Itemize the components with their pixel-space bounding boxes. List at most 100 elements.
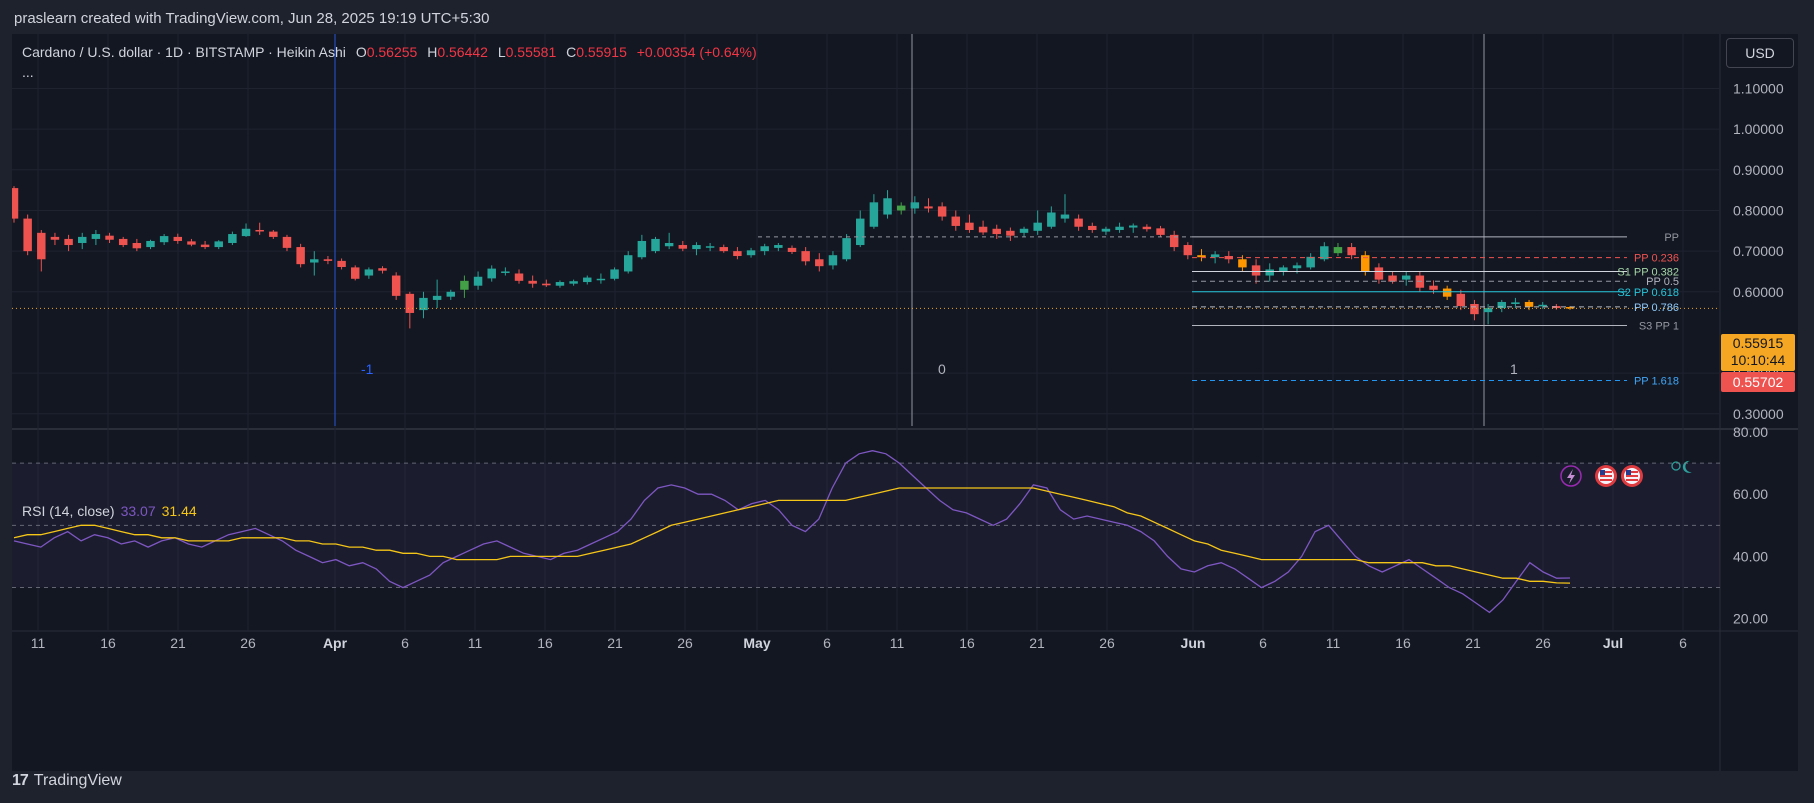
candle-body — [50, 236, 60, 240]
candle-body — [1306, 256, 1315, 268]
rsi-tick-label: 20.00 — [1733, 611, 1768, 627]
time-tick-label: 21 — [1465, 635, 1481, 651]
us-flag-icon-stripe — [1600, 475, 1612, 477]
candle-body — [460, 280, 469, 290]
candle-body — [296, 247, 305, 265]
candle-body — [132, 243, 142, 249]
candle-body — [910, 202, 920, 209]
candle-body — [569, 281, 578, 284]
candle-body — [1088, 225, 1097, 230]
price-tick-label: 0.60000 — [1733, 284, 1784, 300]
time-tick-label: 11 — [890, 635, 905, 651]
time-tick-label: 11 — [468, 635, 483, 651]
candle-body — [583, 277, 592, 283]
us-flag-icon-stripe — [1626, 479, 1638, 481]
candle-body — [1374, 267, 1384, 280]
time-tick-label: 6 — [401, 635, 409, 651]
price-tick-label: 0.70000 — [1733, 243, 1784, 259]
time-tick-label: 16 — [537, 635, 553, 651]
lightning-icon-ring — [1560, 465, 1582, 487]
candle-body — [1169, 234, 1179, 248]
candle-body — [1033, 222, 1042, 231]
footer-brand[interactable]: 17 TradingView — [12, 772, 122, 790]
rsi-title[interactable]: RSI (14, close) — [22, 503, 115, 519]
candle-body — [719, 247, 728, 252]
price-tick-label: 0.30000 — [1733, 406, 1784, 422]
candle-body — [228, 234, 237, 243]
candle-body — [787, 247, 797, 252]
time-tick-label: 21 — [1029, 635, 1045, 651]
chart-svg[interactable]: 1.10000 1.00000 0.90000 0.80000 0.70000 0.600… — [12, 34, 1798, 771]
rsi-tick-label: 80.00 — [1733, 424, 1768, 440]
candle-body — [760, 246, 769, 252]
lightning-icon-bolt — [1567, 469, 1575, 484]
candle-body — [187, 241, 196, 245]
open-label: O — [355, 44, 367, 60]
candle-body — [992, 228, 1001, 235]
time-tick-label: Jul — [1603, 635, 1623, 651]
time-tick-label: 26 — [677, 635, 693, 651]
candle-body — [173, 236, 183, 241]
symbol-title[interactable]: Cardano / U.S. dollar · 1D · BITSTAMP · … — [22, 44, 346, 60]
time-tick-label: Jun — [1181, 635, 1206, 651]
candle-body — [924, 206, 933, 209]
us-flag-icon-canton — [1626, 470, 1631, 475]
us-flag-icon-stripe — [1626, 471, 1638, 473]
time-tick-label: 16 — [100, 635, 116, 651]
candle-body — [869, 202, 879, 227]
time-tick-label: 26 — [1535, 635, 1551, 651]
candle-body — [405, 293, 415, 313]
candle-body — [1156, 228, 1165, 235]
candle-body — [1047, 212, 1056, 227]
time-tick-label: 21 — [607, 635, 623, 651]
close-label: C — [566, 44, 577, 60]
candle-body — [692, 245, 701, 250]
time-tick-label: 6 — [823, 635, 831, 651]
candle-body — [1142, 226, 1152, 230]
candle-body — [37, 232, 46, 260]
rsi-value: 33.07 — [120, 503, 156, 519]
candle-body — [951, 216, 961, 226]
candle-body — [323, 259, 333, 261]
candle-body — [432, 295, 442, 300]
pivot-label: PP 0.5 — [1646, 276, 1679, 288]
candle-body — [705, 246, 715, 248]
candle-body — [514, 273, 524, 281]
us-flag-icon-canton — [1600, 470, 1605, 475]
change-value: +0.00354 (+0.64%) — [636, 44, 757, 60]
candle-body — [1538, 304, 1547, 307]
time-tick-label: 16 — [1395, 635, 1411, 651]
candle-body — [282, 236, 292, 248]
candle-body — [1292, 265, 1302, 269]
candle-body — [651, 238, 660, 252]
low-value: 0.55581 — [505, 44, 557, 60]
candle-body — [214, 241, 223, 248]
candle-body — [1442, 288, 1452, 297]
candle-body — [391, 275, 401, 296]
currency-button[interactable]: USD — [1726, 38, 1794, 68]
candle-body — [1320, 246, 1329, 260]
candle-body — [1197, 255, 1206, 258]
candle-body — [23, 218, 32, 252]
candle-body — [1060, 214, 1070, 219]
candle-body — [528, 280, 537, 284]
candle-body — [842, 238, 851, 260]
candle-body — [1456, 293, 1466, 307]
candle-body — [542, 283, 551, 286]
candle-body — [337, 260, 346, 267]
chart-area[interactable]: 1.10000 1.00000 0.90000 0.80000 0.70000 0.600… — [12, 34, 1798, 771]
more-button[interactable]: ... — [22, 64, 34, 80]
candle-body — [1006, 230, 1015, 236]
last-price-value: 0.55915 — [1732, 335, 1784, 351]
us-flag-icon-stripe — [1600, 471, 1612, 473]
time-tick-label: Apr — [323, 635, 348, 651]
candle-body — [473, 276, 483, 286]
countdown-value: 10:10:44 — [1730, 352, 1786, 368]
candle-body — [1483, 308, 1493, 313]
high-value: 0.56442 — [437, 44, 488, 60]
candle-body — [1347, 247, 1356, 256]
lightning-icon — [1560, 465, 1582, 487]
candle-body — [1128, 225, 1138, 228]
candle-body — [159, 236, 169, 243]
sun-moon-icon — [1671, 460, 1692, 473]
